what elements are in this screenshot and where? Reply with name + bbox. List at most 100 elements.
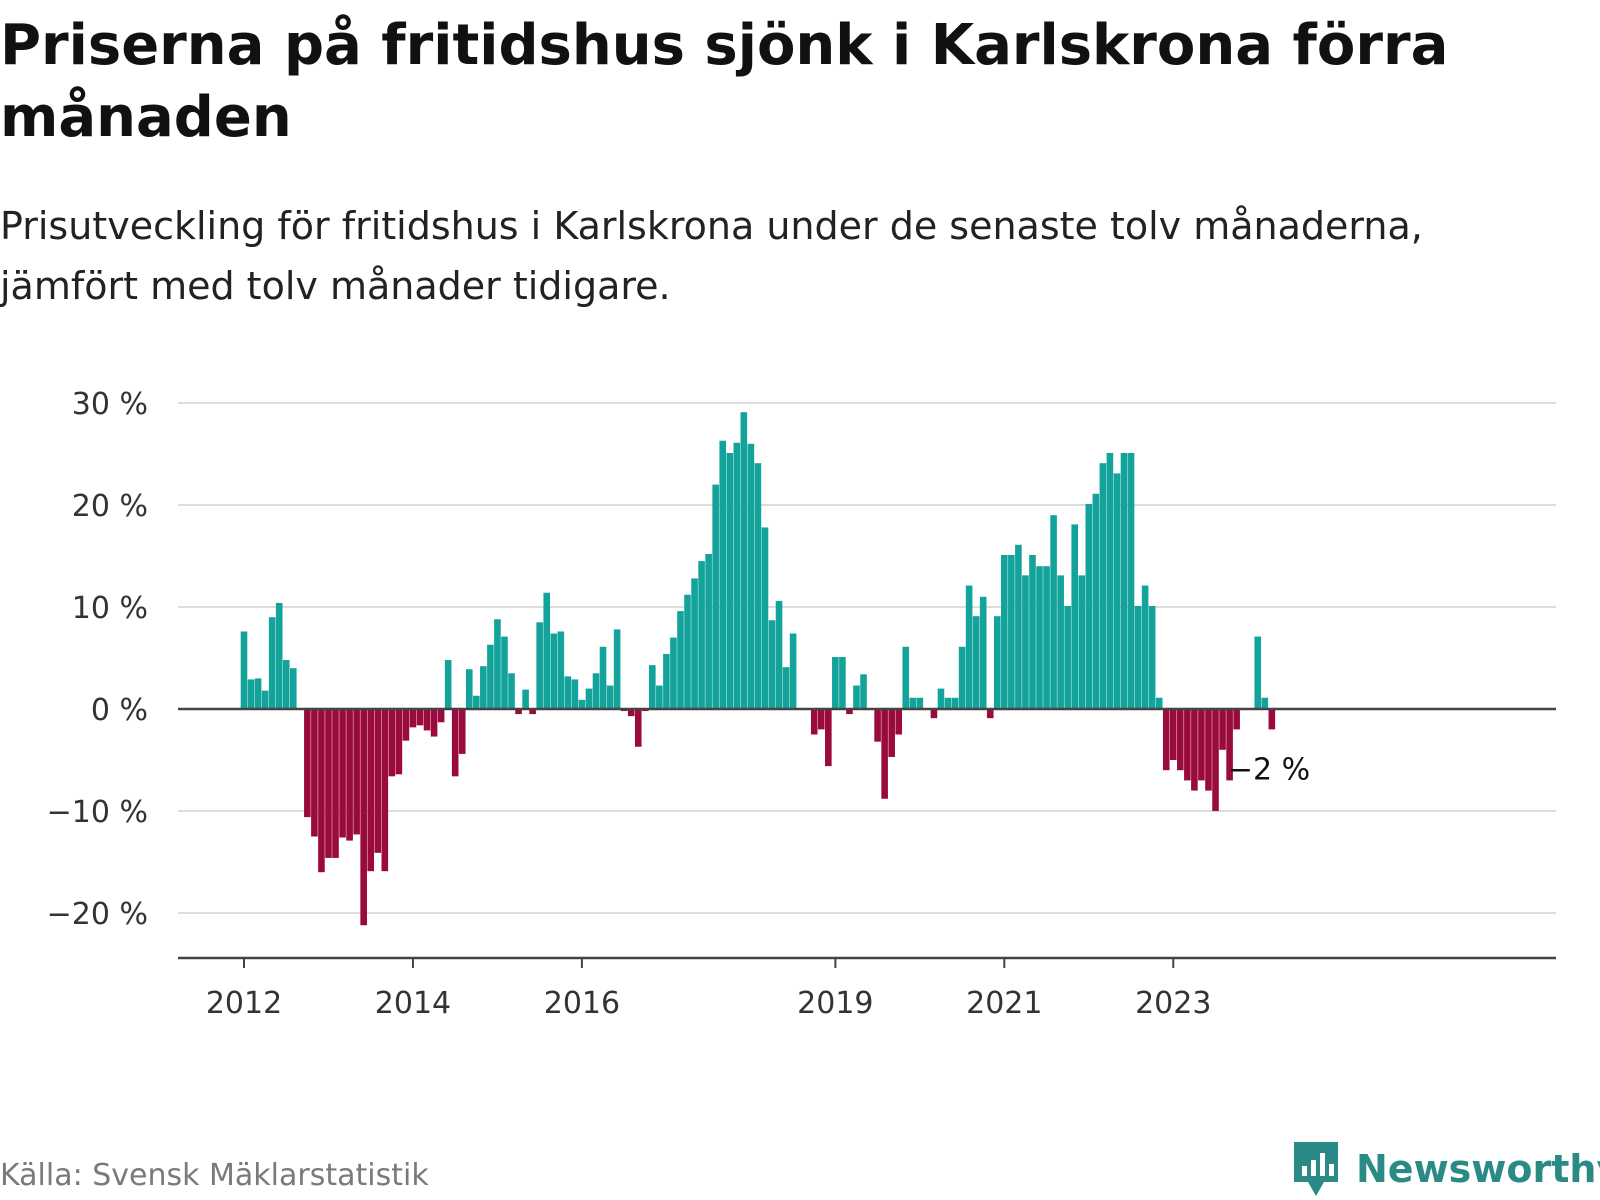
bar bbox=[325, 709, 332, 858]
bars bbox=[240, 412, 1276, 926]
bar bbox=[247, 679, 255, 709]
bar bbox=[268, 617, 276, 709]
bar bbox=[902, 646, 910, 709]
bar bbox=[817, 709, 825, 730]
bar bbox=[1099, 463, 1107, 709]
bar bbox=[1113, 473, 1121, 709]
bar bbox=[1254, 636, 1262, 709]
bar bbox=[346, 709, 353, 841]
bar bbox=[740, 412, 748, 709]
bar bbox=[726, 452, 734, 709]
bar bbox=[240, 631, 248, 709]
bar bbox=[1226, 709, 1233, 781]
bar bbox=[1268, 709, 1276, 730]
bar bbox=[825, 709, 832, 767]
source-note: Källa: Svensk Mäklarstatistik bbox=[0, 1158, 429, 1193]
bar bbox=[930, 709, 938, 719]
bar bbox=[1092, 493, 1100, 709]
bar bbox=[585, 688, 593, 709]
bar bbox=[536, 622, 543, 709]
x-tick-label: 2021 bbox=[966, 986, 1042, 1020]
bar bbox=[1078, 575, 1086, 709]
bar bbox=[1134, 605, 1142, 709]
bar-chart: 30 %20 %10 %0 %−10 %−20 % 2012 2014 2016 20… bbox=[47, 387, 1556, 1020]
bar bbox=[1057, 575, 1064, 709]
bar bbox=[747, 443, 755, 709]
bar bbox=[846, 709, 853, 715]
bar bbox=[613, 629, 621, 709]
bar bbox=[874, 709, 881, 742]
bar bbox=[1029, 554, 1036, 709]
bar bbox=[1022, 575, 1029, 709]
bar bbox=[402, 709, 410, 741]
bar bbox=[951, 697, 959, 709]
y-tick-label: 10 % bbox=[72, 591, 148, 626]
bar bbox=[1001, 554, 1008, 709]
x-tick-label: 2016 bbox=[544, 986, 620, 1020]
bar bbox=[1233, 709, 1240, 730]
bar bbox=[1148, 605, 1156, 709]
bar bbox=[311, 709, 318, 837]
bar bbox=[768, 620, 776, 709]
newsworthy-logo-icon bbox=[1294, 1142, 1338, 1196]
x-axis-ticks bbox=[243, 958, 1175, 968]
bar bbox=[712, 484, 719, 709]
bar bbox=[761, 527, 769, 709]
bar bbox=[684, 594, 691, 709]
bar bbox=[599, 646, 607, 709]
bar bbox=[649, 665, 656, 709]
y-tick-label: 0 % bbox=[91, 693, 148, 728]
bar bbox=[522, 689, 529, 709]
bar bbox=[571, 679, 579, 709]
bar bbox=[529, 709, 536, 715]
bar bbox=[578, 699, 586, 709]
bar bbox=[810, 709, 818, 735]
bar bbox=[1106, 452, 1114, 709]
x-axis-labels: 2012 2014 2016 2019 2021 2023 bbox=[206, 986, 1212, 1020]
bar bbox=[1015, 544, 1022, 709]
bar bbox=[451, 709, 459, 777]
bar bbox=[550, 633, 558, 709]
bar bbox=[282, 660, 290, 709]
chart-subtitle: Prisutveckling för fritidshus i Karlskro… bbox=[0, 204, 1423, 308]
bar bbox=[592, 673, 600, 709]
bar bbox=[1050, 515, 1057, 709]
bar bbox=[1071, 524, 1079, 709]
bar bbox=[634, 709, 642, 747]
gridlines bbox=[178, 402, 1556, 914]
bar bbox=[1162, 709, 1170, 771]
bar bbox=[1212, 709, 1219, 811]
brand-name: Newsworthy bbox=[1356, 1147, 1600, 1191]
bar bbox=[972, 616, 980, 709]
bar bbox=[1127, 452, 1135, 709]
bar bbox=[501, 636, 508, 709]
bar bbox=[965, 585, 973, 709]
bar bbox=[1198, 709, 1205, 781]
bar bbox=[986, 709, 994, 719]
bar bbox=[698, 561, 705, 709]
bar bbox=[395, 709, 403, 775]
bar bbox=[705, 553, 712, 709]
bar bbox=[937, 688, 945, 709]
bar bbox=[789, 633, 797, 709]
y-axis-labels: 30 % 20 % 10 % 0 % −10 % −20 % bbox=[47, 387, 148, 932]
bar bbox=[353, 709, 360, 835]
bar bbox=[1085, 503, 1093, 709]
bar bbox=[1169, 709, 1177, 760]
bar bbox=[473, 695, 480, 709]
bar bbox=[733, 442, 741, 709]
bar bbox=[339, 709, 346, 838]
bar bbox=[888, 709, 895, 757]
last-value-annotation: −2 % bbox=[1228, 752, 1310, 787]
bar bbox=[360, 709, 367, 926]
bar bbox=[444, 660, 452, 709]
bar bbox=[895, 709, 903, 735]
bar bbox=[944, 697, 952, 709]
bar bbox=[1155, 697, 1163, 709]
bar bbox=[775, 600, 783, 709]
bar bbox=[261, 690, 269, 709]
bar bbox=[627, 709, 635, 717]
x-tick-label: 2014 bbox=[375, 986, 451, 1020]
bar bbox=[304, 709, 311, 818]
y-tick-label: 20 % bbox=[72, 489, 148, 524]
